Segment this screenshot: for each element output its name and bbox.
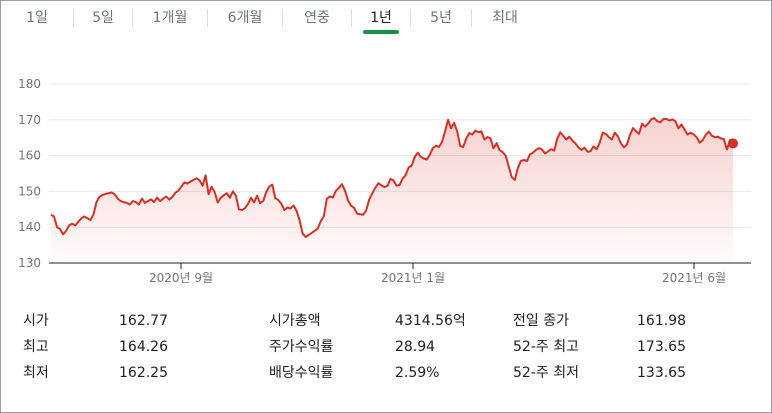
y-tick-label: 140	[18, 220, 41, 234]
stat-prev-close-label: 전일 종가	[513, 313, 569, 329]
x-tick-label: 2021년 6월	[662, 271, 726, 285]
tab-label: 5년	[430, 10, 452, 26]
tab-1-year[interactable]: 1년	[352, 1, 410, 35]
stat-high-label: 최고	[23, 339, 49, 355]
tab-separator	[471, 9, 472, 27]
tab-separator	[132, 9, 133, 27]
tab-label: 5일	[92, 10, 114, 26]
y-axis: 130 140 150 160 170 180	[18, 77, 41, 270]
tab-separator	[410, 9, 411, 27]
tab-5-year[interactable]: 5년	[411, 1, 471, 35]
stat-52wk-low-label: 52-주 최저	[513, 365, 579, 381]
stat-prev-close-value: 161.98	[637, 313, 686, 329]
tab-label: 1일	[26, 10, 48, 26]
tab-max[interactable]: 최대	[472, 1, 538, 35]
y-tick-label: 180	[18, 77, 41, 91]
price-area-fill	[51, 118, 733, 263]
tab-6-month[interactable]: 6개월	[208, 1, 282, 35]
tab-label: 6개월	[227, 10, 263, 26]
stat-open-label: 시가	[23, 313, 49, 329]
stats-table: 시가 162.77 최고 164.26 최저 162.25 시가총액 4314.…	[1, 307, 771, 407]
y-tick-label: 170	[18, 113, 41, 127]
stat-52wk-high-value: 173.65	[637, 339, 686, 355]
tab-5-day[interactable]: 5일	[74, 1, 132, 35]
tab-separator	[282, 9, 283, 27]
x-tick-label: 2021년 1월	[381, 271, 445, 285]
stat-open-value: 162.77	[119, 313, 168, 329]
tab-label: 1년	[370, 10, 392, 26]
tab-label: 1개월	[152, 10, 188, 26]
tab-separator	[73, 9, 74, 27]
price-line	[50, 117, 734, 238]
stat-market-cap-value: 4314.56억	[395, 313, 466, 329]
price-chart: 130 140 150 160 170 180 2020년 9월 2021년 1월 2021년…	[18, 77, 751, 285]
tab-label: 연중	[304, 10, 330, 26]
y-tick-label: 130	[18, 256, 41, 270]
y-tick-label: 150	[18, 184, 41, 198]
last-price-dot[interactable]	[728, 138, 738, 149]
stat-52wk-high-label: 52-주 최고	[513, 339, 579, 355]
stat-low-label: 최저	[23, 365, 49, 381]
x-tick-label: 2020년 9월	[149, 271, 213, 285]
tab-separator	[207, 9, 208, 27]
stat-pe-ratio-value: 28.94	[395, 339, 436, 355]
stat-market-cap-label: 시가총액	[269, 313, 321, 329]
tab-label: 최대	[492, 10, 518, 26]
y-tick-label: 160	[18, 149, 41, 163]
active-tab-indicator	[363, 30, 399, 34]
tab-1-day[interactable]: 1일	[1, 1, 73, 35]
stat-dividend-yield-value: 2.59%	[395, 365, 440, 381]
tab-ytd[interactable]: 연중	[283, 1, 351, 35]
stat-52wk-low-value: 133.65	[637, 365, 686, 381]
x-axis: 2020년 9월 2021년 1월 2021년 6월	[149, 263, 726, 285]
stat-low-value: 162.25	[119, 365, 168, 381]
stat-dividend-yield-label: 배당수익률	[269, 365, 334, 381]
tab-separator	[351, 9, 352, 27]
tab-1-month[interactable]: 1개월	[133, 1, 207, 35]
range-tabs: 1일 5일 1개월 6개월 연중 1년 5년 최대	[1, 1, 771, 37]
stat-high-value: 164.26	[119, 339, 168, 355]
stat-pe-ratio-label: 주가수익률	[269, 339, 334, 355]
